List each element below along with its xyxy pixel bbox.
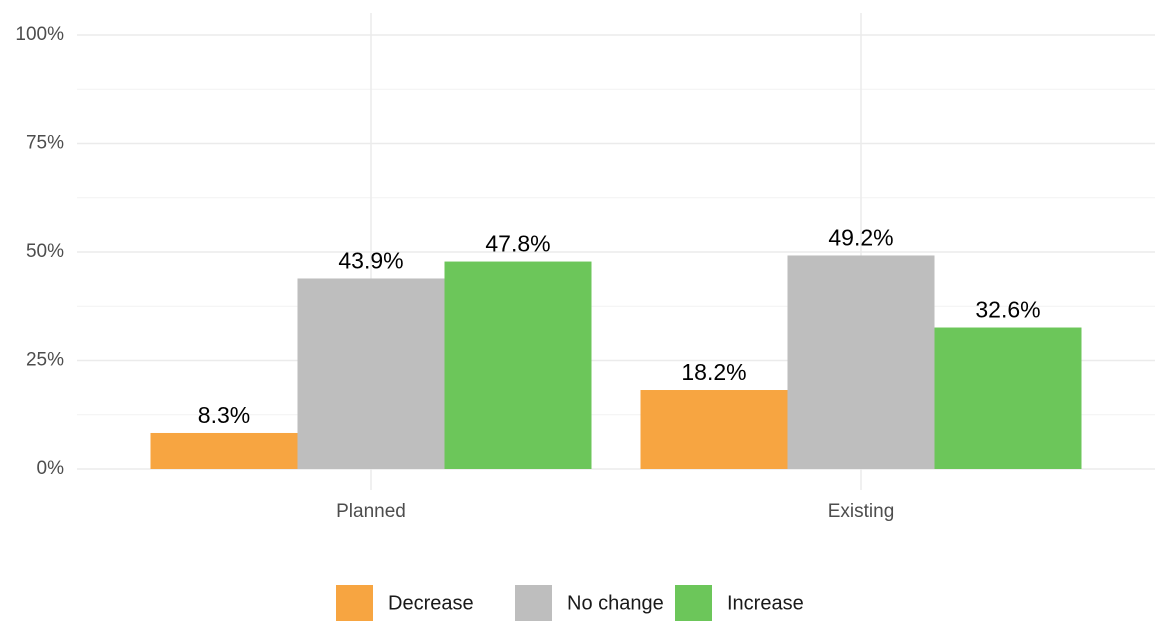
bar <box>150 432 298 469</box>
bar <box>934 327 1082 469</box>
bar <box>444 261 592 469</box>
x-tick-label: Planned <box>336 501 406 522</box>
bar <box>787 255 935 469</box>
y-tick-label: 100% <box>15 24 64 45</box>
value-label: 32.6% <box>975 297 1040 323</box>
bar <box>640 390 788 469</box>
value-label: 49.2% <box>828 225 893 251</box>
legend-swatch <box>675 585 712 621</box>
value-label: 47.8% <box>485 231 550 257</box>
x-tick-label: Existing <box>828 501 895 522</box>
legend-swatch <box>336 585 373 621</box>
value-label: 8.3% <box>198 402 250 428</box>
value-label: 18.2% <box>681 359 746 385</box>
legend-swatch <box>515 585 552 621</box>
legend-label: Increase <box>727 592 804 614</box>
legend-label: Decrease <box>388 592 474 614</box>
y-tick-label: 50% <box>26 241 64 262</box>
y-tick-label: 75% <box>26 133 64 154</box>
value-label: 43.9% <box>338 248 403 274</box>
y-tick-label: 25% <box>26 350 64 371</box>
legend-label: No change <box>567 592 664 614</box>
y-tick-label: 0% <box>37 458 65 479</box>
bar <box>297 278 445 469</box>
